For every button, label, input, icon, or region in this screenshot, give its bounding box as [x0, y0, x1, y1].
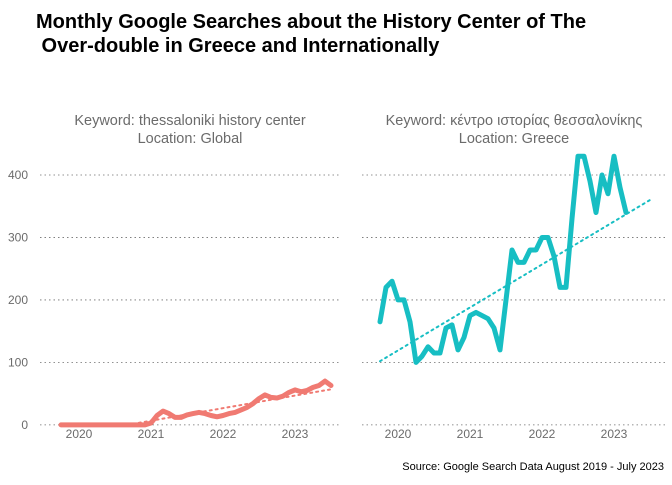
series-line [377, 153, 629, 365]
x-tick-label: 2020 [385, 427, 412, 441]
y-tick-label: 200 [8, 293, 28, 307]
facet-title-line: Location: Global [138, 131, 243, 147]
x-tick-label: 2021 [457, 427, 484, 441]
facet-title-line: Keyword: thessaloniki history center [74, 113, 305, 129]
x-tick-label: 2022 [529, 427, 556, 441]
series-line [58, 378, 334, 428]
x-tick-label: 2021 [138, 427, 165, 441]
x-tick-label: 2023 [282, 427, 309, 441]
chart-title-line: Monthly Google Searches about the Histor… [36, 11, 586, 33]
chart-title-line: Over-double in Greece and Internationall… [36, 35, 440, 57]
chart-caption: Source: Google Search Data August 2019 -… [402, 461, 664, 473]
x-tick-label: 2022 [210, 427, 237, 441]
x-tick-label: 2023 [601, 427, 628, 441]
y-tick-label: 100 [8, 355, 28, 369]
facet-title-line: Keyword: κέντρο ιστορίας θεσσαλονίκης [386, 113, 643, 129]
y-tick-label: 0 [21, 418, 28, 432]
y-tick-label: 400 [8, 168, 28, 182]
trend-line [126, 388, 332, 426]
trend-line [379, 199, 651, 363]
facet-title-line: Location: Greece [459, 131, 569, 147]
y-tick-label: 300 [8, 230, 28, 244]
x-tick-label: 2020 [66, 427, 93, 441]
